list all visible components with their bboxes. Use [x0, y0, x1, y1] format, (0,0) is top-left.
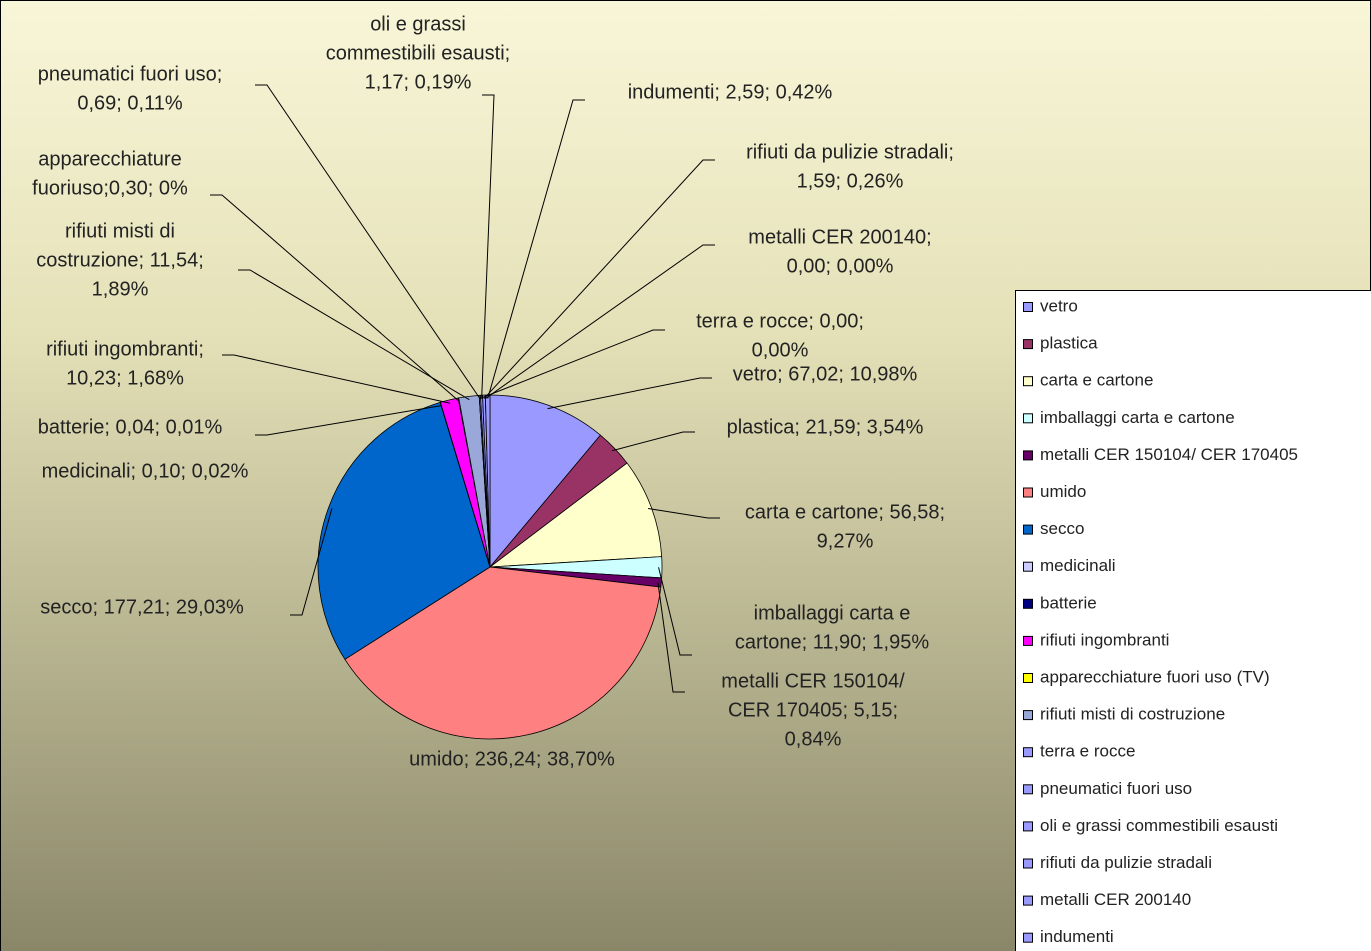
leader-line: [255, 405, 442, 436]
data-label: 1,17; 0,19%: [365, 71, 472, 93]
legend-label: indumenti: [1040, 927, 1114, 946]
pie-slice: [489, 394, 602, 569]
data-label: rifiuti da pulizie stradali;: [746, 141, 954, 163]
data-labels: vetro; 67,02; 10,98% plastica; 21,59; 3,5…: [32, 13, 954, 770]
legend-items: vetro plastica carta e cartone imballaggi c…: [1023, 296, 1298, 946]
legend-label: pneumatici fuori uso: [1040, 779, 1192, 798]
legend: [1015, 290, 1371, 951]
leader-line: [222, 354, 451, 404]
legend-label: carta e cartone: [1040, 371, 1153, 390]
data-label: oli e grassi: [370, 13, 466, 35]
leader-line: [487, 99, 585, 399]
data-label: 0,84%: [785, 728, 842, 750]
pie-slice: [488, 462, 663, 568]
legend-label: rifiuti misti di costruzione: [1040, 705, 1225, 724]
data-label: carta e cartone; 56,58;: [745, 501, 945, 523]
legend-label: medicinali: [1040, 556, 1116, 575]
legend-swatch: [1023, 858, 1033, 869]
legend-swatch: [1023, 561, 1033, 572]
data-label: cartone; 11,90; 1,95%: [735, 631, 929, 653]
legend-label: rifiuti ingombranti: [1040, 630, 1169, 649]
data-label: medicinali; 0,10; 0,02%: [42, 460, 249, 482]
data-label: pneumatici fuori uso;: [38, 63, 223, 85]
legend-label: rifiuti da pulizie stradali: [1040, 853, 1212, 872]
data-label: secco; 177,21; 29,03%: [40, 596, 244, 618]
legend-label: umido: [1040, 482, 1086, 501]
leader-line: [658, 567, 692, 656]
legend-swatch: [1023, 747, 1033, 758]
data-label: 0,00; 0,00%: [787, 255, 894, 277]
pie-slice: [317, 401, 491, 660]
leader-line: [238, 269, 470, 401]
legend-swatch: [1023, 524, 1033, 535]
legend-label: terra e rocce: [1040, 742, 1135, 761]
legend-swatch: [1023, 450, 1033, 461]
data-label: 10,23; 1,68%: [66, 367, 184, 389]
data-label: 0,69; 0,11%: [77, 92, 182, 114]
leader-line: [485, 244, 715, 399]
data-label: plastica; 21,59; 3,54%: [727, 416, 924, 438]
leader-line: [210, 194, 460, 402]
data-label: rifiuti ingombranti;: [46, 338, 204, 360]
legend-label: vetro: [1040, 296, 1078, 315]
legend-swatch: [1023, 413, 1033, 424]
legend-swatch: [1023, 784, 1033, 795]
legend-swatch: [1023, 895, 1033, 906]
leader-line: [483, 159, 715, 399]
data-label: metalli CER 150104/: [721, 670, 905, 692]
data-label: 9,27%: [817, 530, 874, 552]
legend-swatch: [1023, 487, 1033, 498]
legend-label: secco: [1040, 519, 1084, 538]
data-label: fuoriuso;0,30; 0%: [32, 177, 188, 199]
data-label: metalli CER 200140;: [748, 226, 931, 248]
legend-label: oli e grassi commestibili esausti: [1040, 816, 1278, 835]
leader-line: [479, 329, 665, 400]
legend-swatch: [1023, 635, 1033, 646]
legend-swatch: [1023, 339, 1033, 350]
legend-swatch: [1023, 673, 1033, 683]
leader-line: [647, 507, 720, 519]
leader-line: [657, 582, 685, 693]
data-label: costruzione; 11,54;: [36, 249, 204, 271]
data-label: vetro; 67,02; 10,98%: [733, 363, 918, 385]
data-label: terra e rocce; 0,00;: [696, 310, 864, 332]
data-label: rifiuti misti di: [65, 220, 175, 242]
legend-label: metalli CER 150104/ CER 170405: [1040, 445, 1298, 464]
data-label: batterie; 0,04; 0,01%: [38, 416, 223, 438]
legend-swatch: [1023, 932, 1033, 943]
legend-label: apparecchiature fuori uso (TV): [1040, 667, 1270, 686]
leader-line: [547, 377, 712, 410]
legend-swatch: [1023, 821, 1033, 832]
legend-label: plastica: [1040, 334, 1098, 353]
legend-swatch: [1023, 376, 1033, 387]
data-label: 0,00%: [752, 339, 809, 361]
legend-label: metalli CER 200140: [1040, 890, 1191, 909]
legend-swatch: [1023, 710, 1033, 721]
data-label: indumenti; 2,59; 0,42%: [628, 81, 833, 103]
data-label: imballaggi carta e: [754, 602, 911, 624]
leader-line: [481, 94, 495, 399]
data-label: apparecchiature: [38, 148, 181, 170]
pie: [317, 394, 663, 740]
legend-label: batterie: [1040, 593, 1097, 612]
data-label: commestibili esausti;: [326, 42, 511, 64]
leader-line: [611, 431, 695, 452]
legend-label: imballaggi carta e cartone: [1040, 408, 1235, 427]
legend-swatch: [1023, 598, 1033, 609]
data-label: 1,89%: [92, 278, 149, 300]
data-label: CER 170405; 5,15;: [728, 699, 898, 721]
data-label: umido; 236,24; 38,70%: [409, 748, 615, 770]
legend-swatch: [1023, 302, 1033, 312]
pie-slice: [344, 566, 662, 740]
leader-line: [290, 508, 333, 616]
leader-line: [255, 84, 481, 400]
data-label: 1,59; 0,26%: [797, 170, 904, 192]
